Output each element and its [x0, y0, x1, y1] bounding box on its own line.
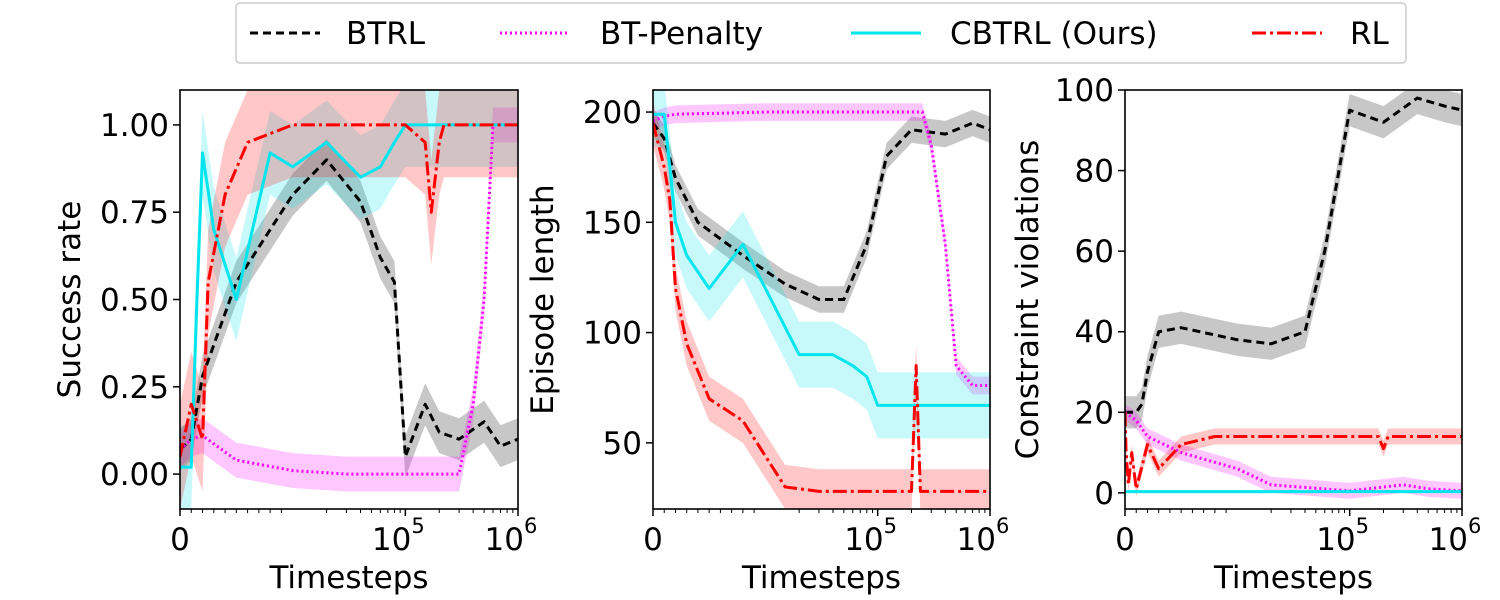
x-tick-exponent: 6	[1468, 514, 1481, 538]
series-line-cbtrl-ours	[180, 123, 518, 469]
x-tick-exponent: 5	[411, 514, 424, 538]
band-bt-penalty	[180, 107, 518, 492]
x-tick-label: 10	[372, 522, 411, 558]
y-tick-label: 50	[603, 426, 642, 462]
y-tick-label: 80	[1075, 154, 1114, 190]
y-tick-label: 100	[583, 316, 642, 352]
series-line-rl	[653, 122, 990, 493]
band-bt-penalty	[1125, 404, 1462, 499]
y-tick-label: 20	[1075, 395, 1114, 431]
legend-label-bt-penalty: BT-Penalty	[600, 16, 763, 52]
y-tick-label: 0	[1094, 476, 1114, 512]
band-btrl	[653, 109, 990, 313]
y-axis-label: Episode length	[525, 184, 561, 414]
y-tick-label: 0.50	[100, 283, 169, 319]
legend-frame	[235, 2, 1407, 64]
x-tick-exponent: 5	[884, 514, 897, 538]
x-tick-label: 10	[844, 522, 883, 558]
x-axis-label: Timesteps	[1213, 560, 1373, 596]
x-tick-label: 0	[1115, 522, 1135, 558]
y-tick-label: 60	[1075, 234, 1114, 270]
x-tick-label: 0	[643, 522, 663, 558]
axes-frame	[1124, 89, 1463, 510]
series-line-btrl	[653, 121, 990, 301]
series-line-bt-penalty	[653, 110, 990, 388]
x-tick-label: 10	[485, 522, 524, 558]
x-tick-label: 10	[1429, 522, 1468, 558]
y-tick-label: 40	[1075, 315, 1114, 351]
x-tick-exponent: 5	[1356, 514, 1369, 538]
legend-label-rl: RL	[1350, 16, 1390, 52]
y-tick-label: 150	[583, 205, 642, 241]
x-tick-label: 10	[1316, 522, 1355, 558]
y-tick-label: 1.00	[100, 108, 169, 144]
y-tick-label: 100	[1055, 73, 1114, 109]
plot-area	[653, 90, 990, 509]
y-tick-label: 0.25	[100, 370, 169, 406]
x-tick-label: 10	[957, 522, 996, 558]
series-line-cbtrl-ours	[653, 112, 990, 407]
legend: BTRL BT-Penalty CBTRL (Ours) RL	[235, 2, 1407, 64]
band-btrl	[1125, 90, 1462, 429]
x-tick-exponent: 6	[524, 514, 537, 538]
axes-frame	[652, 89, 991, 510]
y-axis-label: Constraint violations	[1010, 140, 1046, 460]
series-line-btrl	[1125, 96, 1462, 414]
x-tick-label: 0	[170, 522, 190, 558]
series-line-btrl	[180, 158, 518, 459]
legend-label-cbtrl: CBTRL (Ours)	[950, 16, 1158, 52]
y-axis-label: Success rate	[52, 201, 88, 399]
y-tick-label: 0.75	[100, 195, 169, 231]
y-tick-label: 0.00	[100, 457, 169, 493]
x-tick-exponent: 6	[996, 514, 1009, 538]
band-btrl	[180, 138, 518, 478]
plot-area	[180, 90, 518, 509]
band-rl	[653, 101, 990, 509]
legend-label-btrl: BTRL	[346, 16, 426, 52]
band-cbtrl-ours	[653, 90, 990, 439]
y-tick-label: 200	[583, 95, 642, 131]
series-line-rl	[180, 123, 518, 457]
plot-area	[1125, 90, 1462, 499]
x-axis-label: Timesteps	[268, 560, 428, 596]
panel-1: 0.000.250.500.751.000 10 5 10 6TimestepsSucc…	[52, 89, 537, 596]
x-axis-label: Timesteps	[741, 560, 901, 596]
band-cbtrl-ours	[180, 90, 518, 509]
series-line-rl	[1125, 412, 1462, 491]
